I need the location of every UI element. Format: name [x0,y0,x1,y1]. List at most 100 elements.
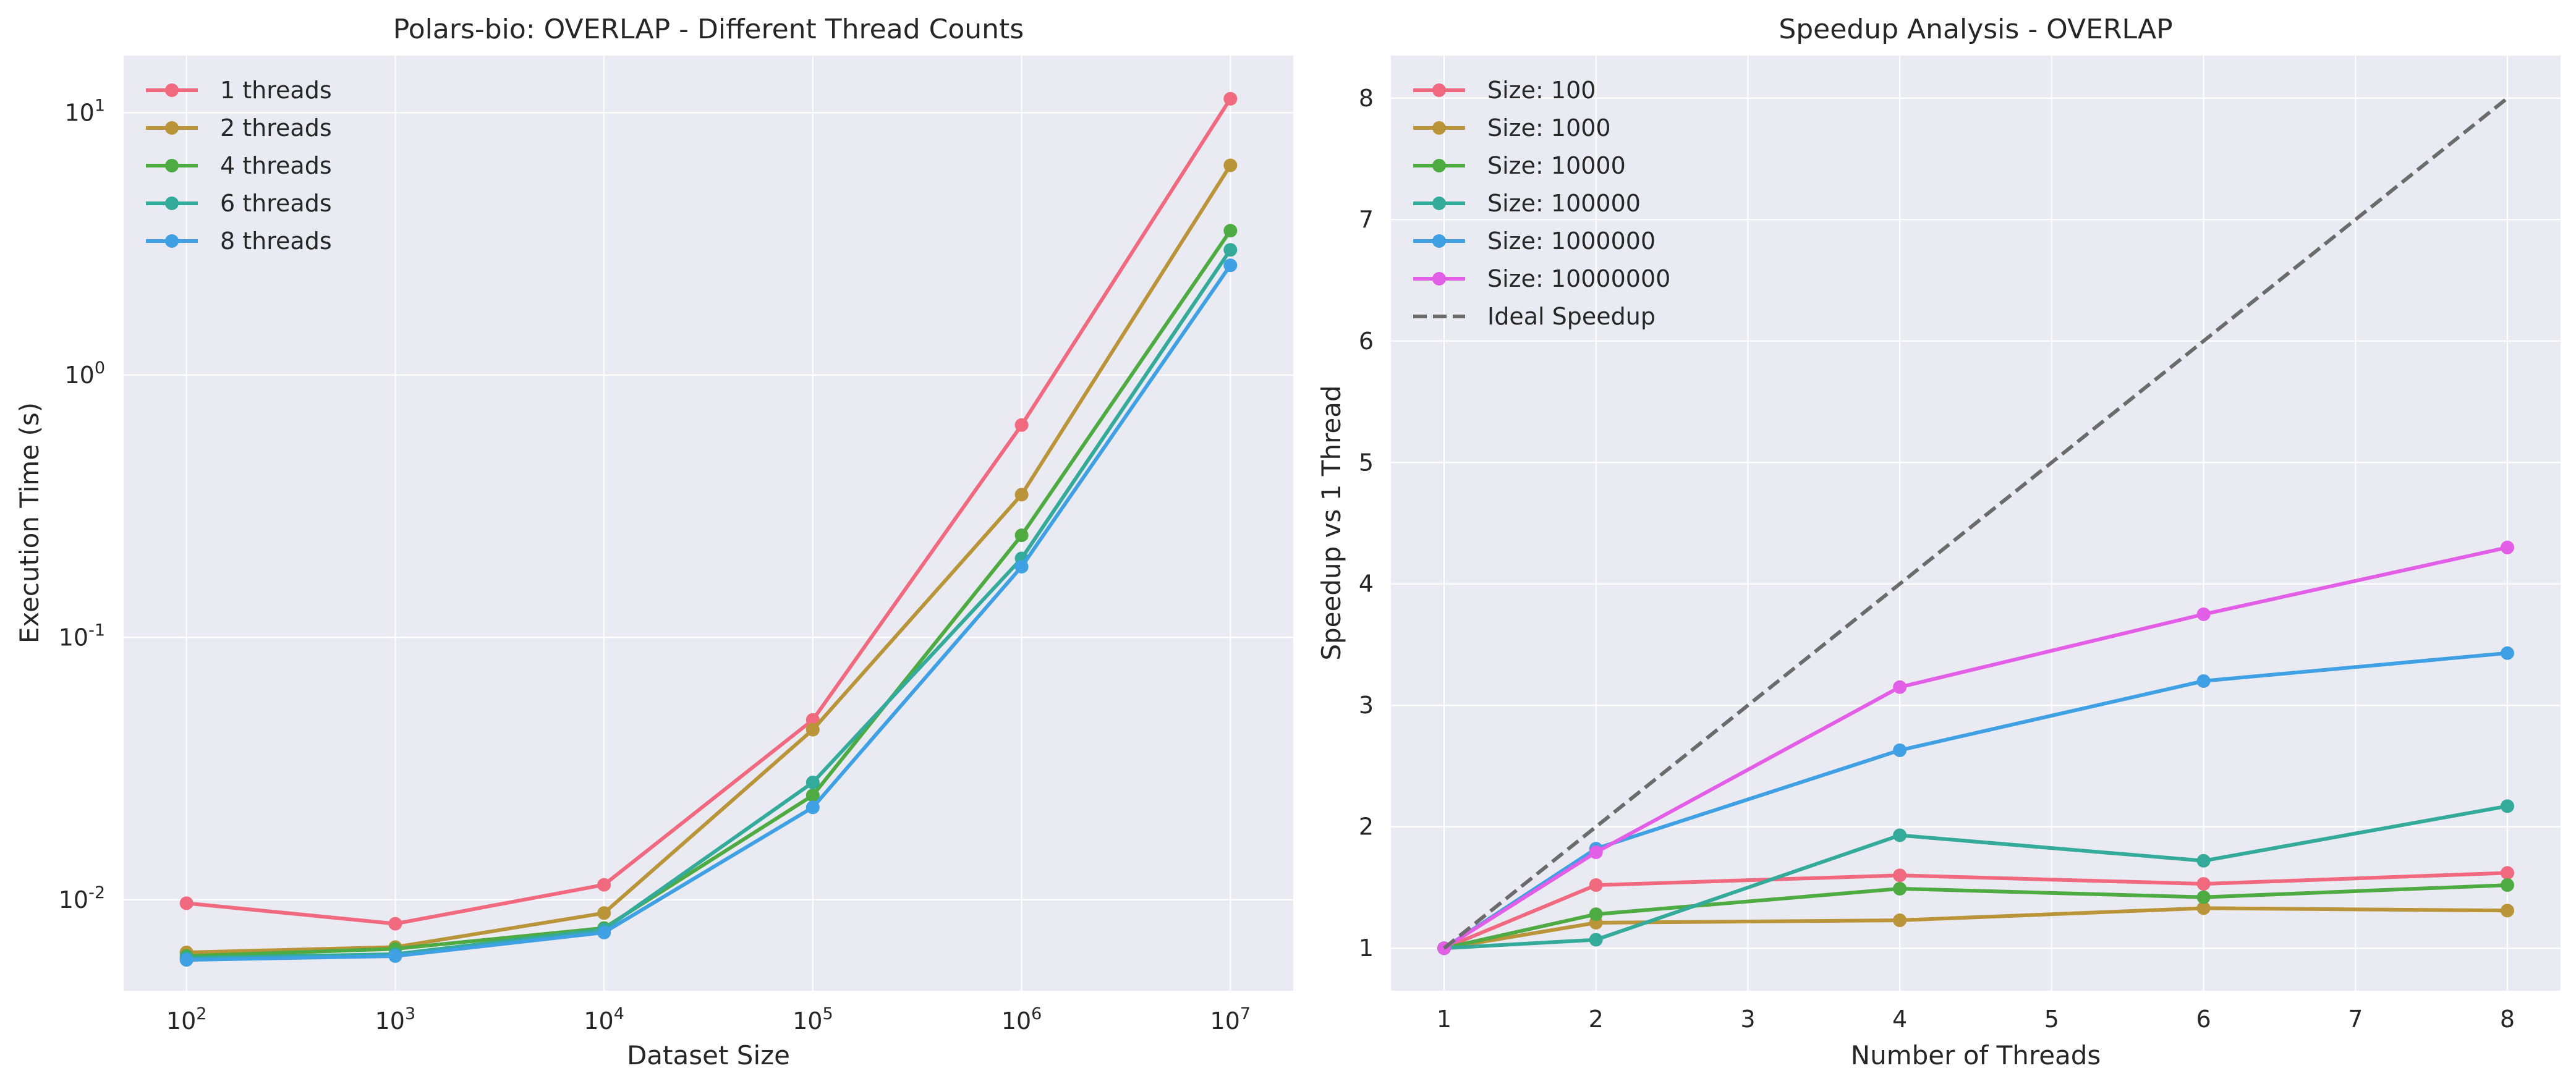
left-tick-labels: 102 103 104 105 106 107 10-2 10-1 100 101 [59,96,1251,1035]
right-legend-label: Size: 10000 [1487,152,1626,179]
left-data-point [1014,528,1029,543]
right-x-tick-label: 4 [1892,1006,1907,1033]
left-legend-label: 2 threads [220,114,332,142]
right-data-point [2196,901,2211,915]
right-x-tick-label: 3 [1740,1006,1755,1033]
right-x-tick-label: 1 [1437,1006,1452,1033]
right-data-point [2196,674,2211,688]
right-data-point [1893,881,1907,896]
left-data-point [1223,158,1238,172]
left-series-line [186,98,1232,926]
left-data-point [597,925,611,939]
left-data-point [1223,224,1238,238]
left-x-tick-label: 105 [793,1004,833,1035]
speedup-chart: 1 2 3 4 5 6 7 8 1 2 3 4 5 6 7 8 Speedup Analysis - OVER… [1316,14,2561,1070]
right-x-tick-label: 7 [2348,1006,2363,1033]
right-data-point [2196,854,2211,868]
left-data-point [1223,243,1238,257]
right-legend-label: Size: 1000 [1487,114,1611,142]
left-data-point [806,722,820,737]
left-chart-title: Polars-bio: OVERLAP - Different Thread C… [393,14,1024,45]
right-legend-marker [1432,234,1446,248]
right-y-tick-label: 4 [1359,570,1374,598]
right-data-point [1589,933,1603,947]
right-chart-title: Speedup Analysis - OVERLAP [1779,14,2172,45]
right-data-point [1589,845,1603,859]
right-legend-label: Size: 100000 [1487,190,1641,217]
right-data-point [2196,877,2211,891]
left-series-line [186,164,1232,954]
right-data-point [2196,890,2211,904]
right-tick-labels: 1 2 3 4 5 6 7 8 1 2 3 4 5 6 7 8 [1359,85,2515,1033]
left-plot-area [124,56,1293,991]
right-grid [1391,56,2561,991]
right-data-point [2501,540,2514,554]
left-x-tick-label: 107 [1210,1004,1251,1035]
left-data-point [806,800,820,815]
right-legend-marker [1432,159,1446,172]
left-legend-label: 6 threads [220,190,332,217]
right-data-point [1589,907,1603,922]
right-x-tick-label: 8 [2500,1006,2515,1033]
left-y-tick-label: 100 [64,358,105,389]
left-series-line [186,264,1232,962]
right-x-tick-label: 5 [2044,1006,2059,1033]
right-legend-label: Size: 1000000 [1487,227,1656,255]
right-data-point [1589,878,1603,892]
ideal-speedup-line [1443,96,2509,950]
right-data-point [2196,607,2211,621]
right-legend: Size: 100 Size: 1000 Size: 10000 Size: 1000… [1413,77,1670,330]
right-data-point [2501,866,2514,880]
right-legend-label: Size: 10000000 [1487,265,1670,292]
right-x-tick-label: 6 [2196,1006,2211,1033]
left-series-group [179,91,1238,967]
left-data-point [1223,91,1238,106]
left-data-point [388,917,402,931]
right-y-axis-label: Speedup vs 1 Thread [1316,385,1346,660]
left-legend-marker [165,197,179,210]
left-data-point [1223,258,1238,273]
left-data-point [806,788,820,802]
left-legend-marker [165,83,179,97]
left-data-point [179,953,193,967]
left-x-tick-label: 102 [166,1004,207,1035]
left-series-line [186,248,1232,960]
left-y-tick-label: 101 [64,96,105,126]
right-y-tick-label: 8 [1359,85,1374,112]
right-data-point [2501,799,2514,813]
left-legend: 1 threads 2 threads 4 threads 6 threads 8 th… [146,77,332,255]
left-data-point [597,878,611,892]
right-legend-marker [1432,121,1446,135]
left-data-point [806,775,820,789]
right-legend-marker [1432,83,1446,97]
left-y-tick-label: 10-2 [59,883,105,913]
left-legend-label: 4 threads [220,152,332,179]
right-data-point [1893,680,1907,694]
left-series-line [186,229,1232,958]
left-data-point [1014,418,1029,432]
left-data-point [179,896,193,910]
right-y-tick-label: 1 [1359,934,1374,962]
left-legend-label: 8 threads [220,227,332,255]
right-data-point [1893,828,1907,842]
left-x-axis-label: Dataset Size [627,1040,790,1070]
right-y-tick-label: 2 [1359,813,1374,841]
left-y-tick-label: 10-1 [59,621,105,651]
right-y-tick-label: 7 [1359,206,1374,233]
right-series-group [1437,96,2514,956]
left-legend-marker [165,234,179,248]
right-data-point [1893,868,1907,883]
right-data-point [1893,743,1907,757]
left-x-tick-label: 104 [584,1004,624,1035]
right-data-point [2501,904,2514,918]
right-x-axis-label: Number of Threads [1851,1040,2101,1070]
right-legend-marker [1432,197,1446,210]
left-x-tick-label: 103 [375,1004,416,1035]
left-y-axis-label: Execution Time (s) [14,402,45,643]
left-legend-marker [165,121,179,135]
left-data-point [1014,488,1029,502]
right-data-point [2501,646,2514,660]
left-data-point [1014,559,1029,574]
right-data-point [1893,913,1907,928]
